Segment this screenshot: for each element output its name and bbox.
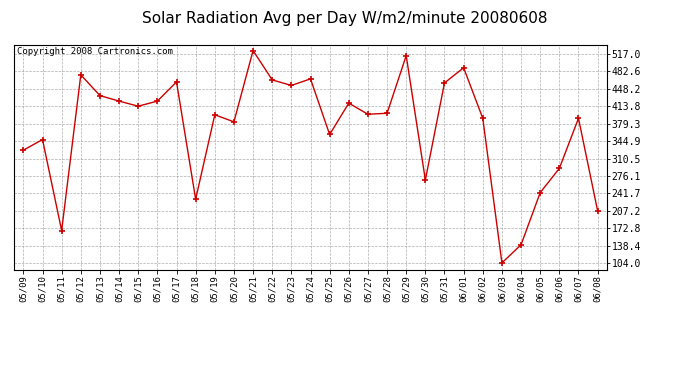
Text: Solar Radiation Avg per Day W/m2/minute 20080608: Solar Radiation Avg per Day W/m2/minute … [142,11,548,26]
Text: Copyright 2008 Cartronics.com: Copyright 2008 Cartronics.com [17,47,172,56]
